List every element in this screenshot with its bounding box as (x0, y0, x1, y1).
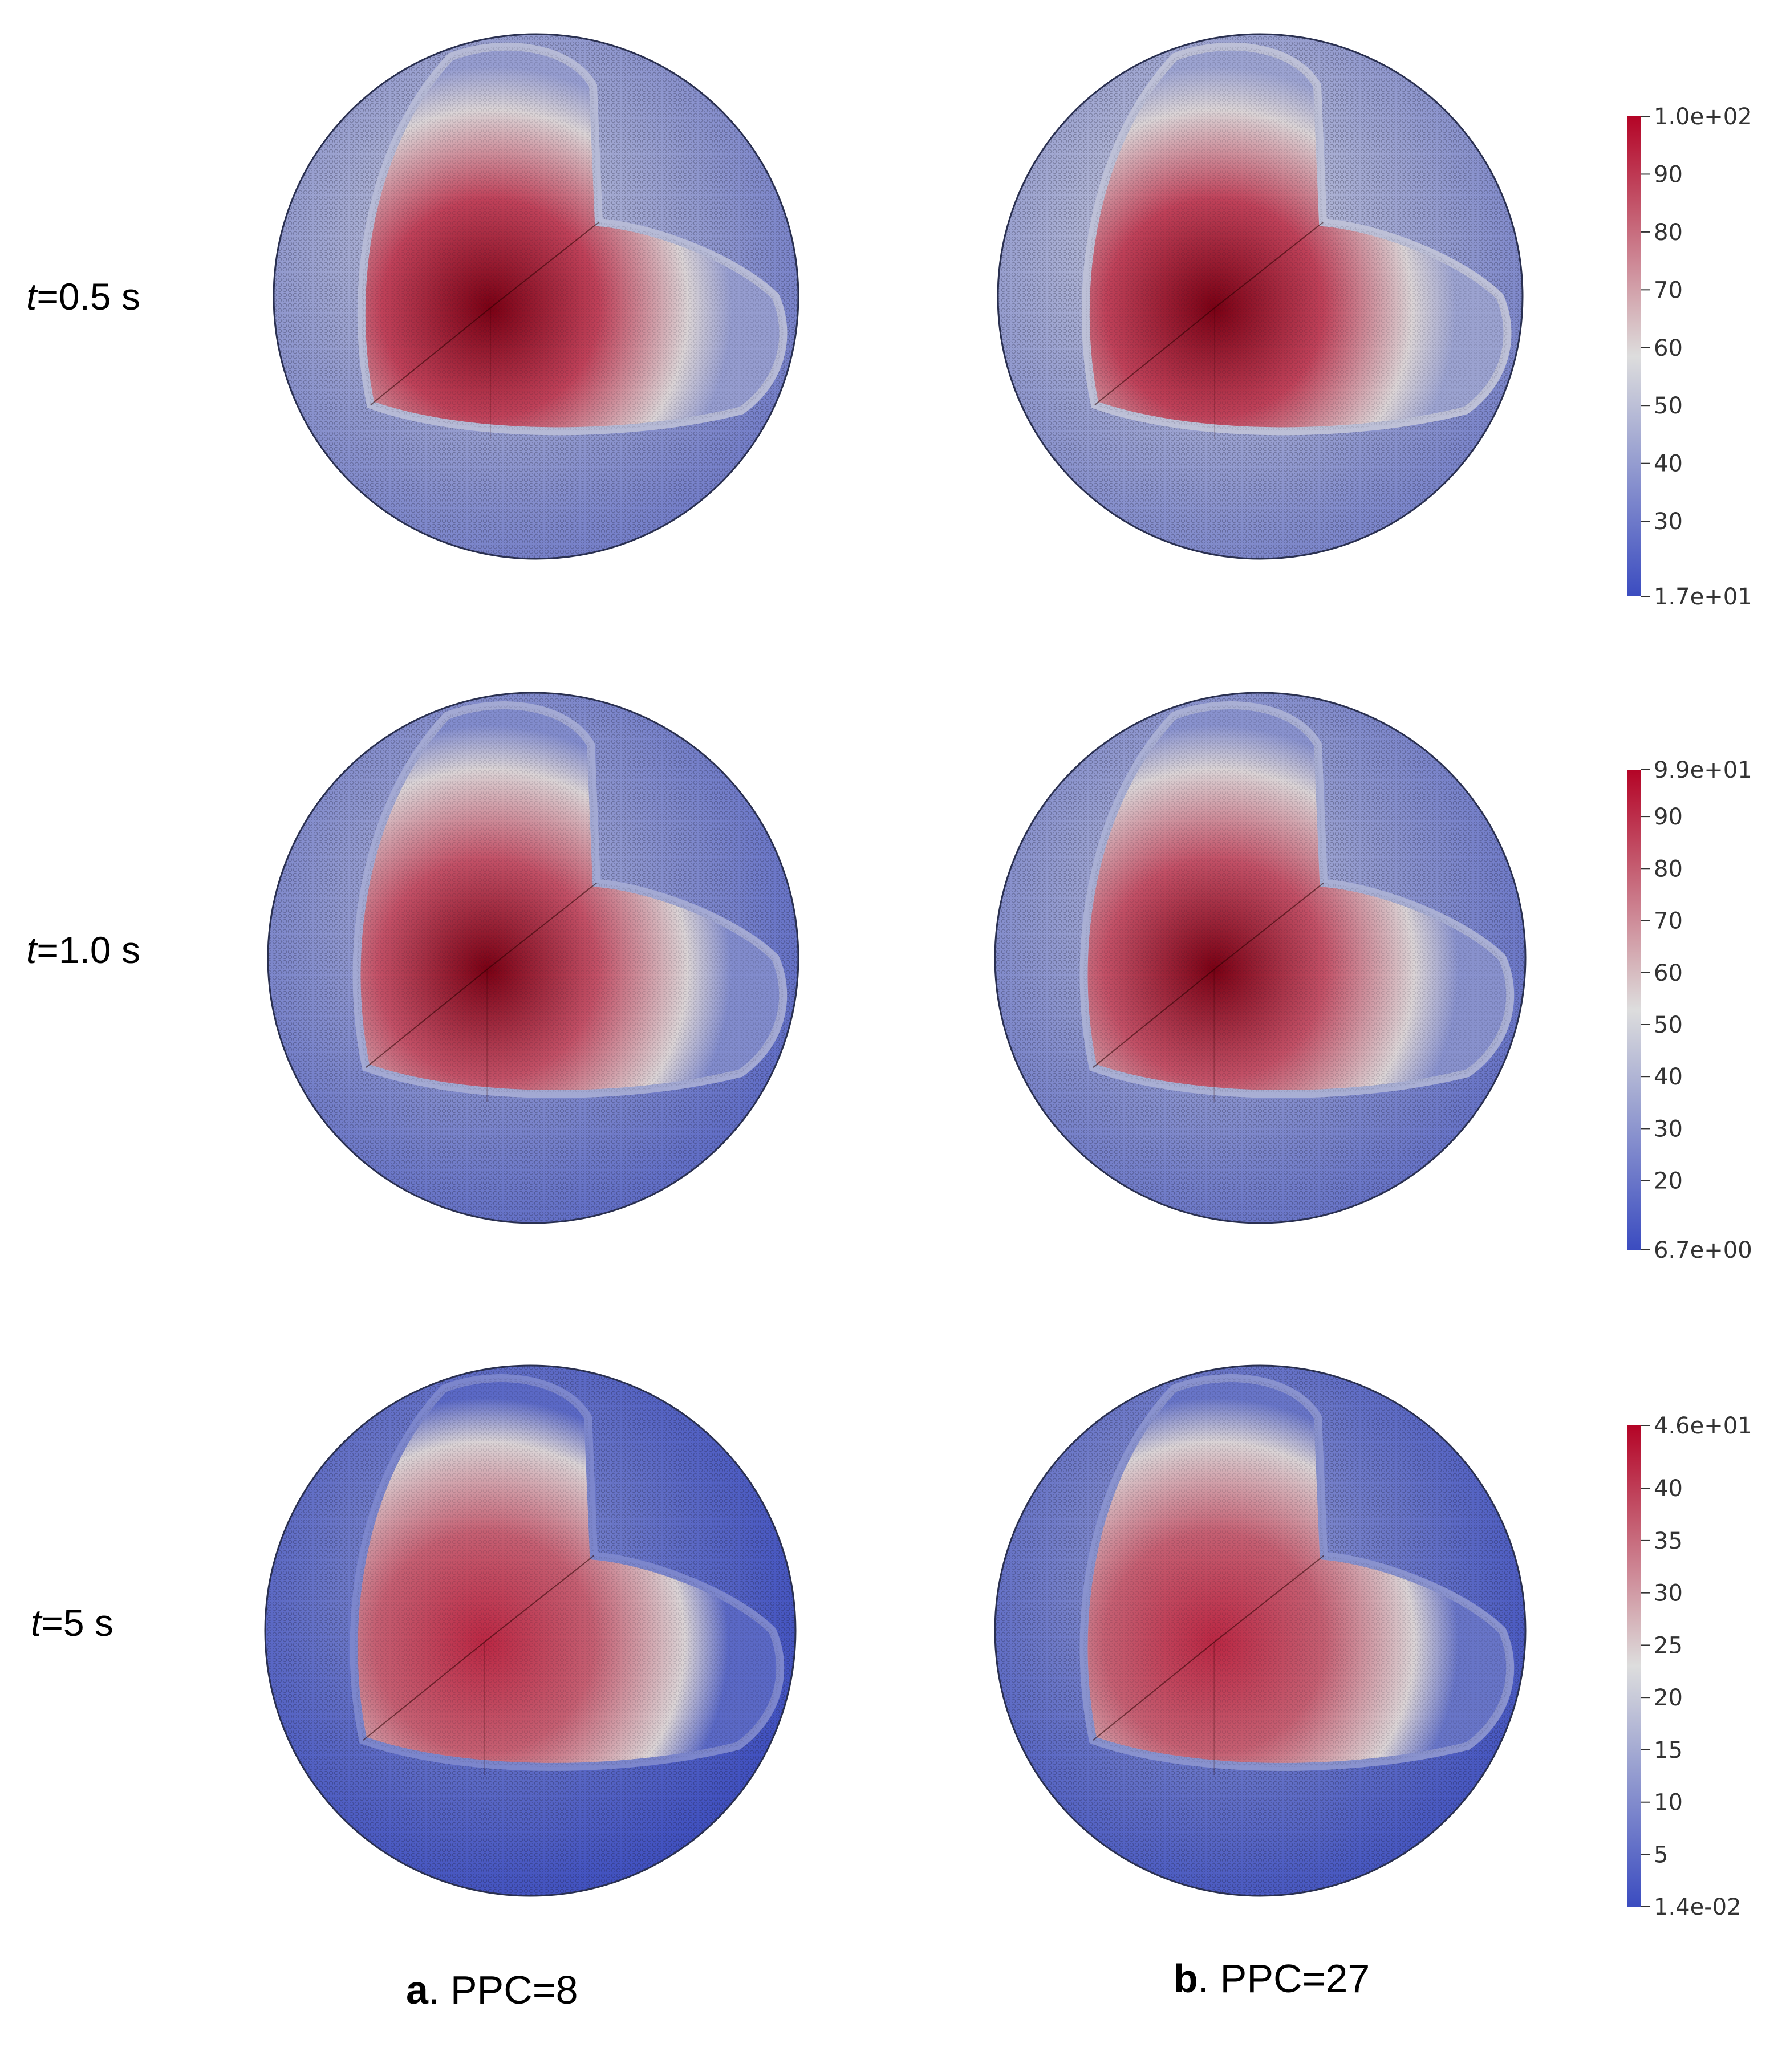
colorbar-tick-label: 80 (1654, 856, 1683, 882)
shell-outline (994, 692, 1527, 1224)
colorbar-gradient (1627, 116, 1641, 596)
time-value: =5 s (41, 1602, 113, 1644)
cut-face-particles (1083, 1378, 1511, 1767)
octant-edge (1214, 222, 1324, 308)
cut-face-particles (1083, 705, 1511, 1094)
colorbar-1: 9.9e+01 90 80 70 60 50 40 30 20 6.7e+00 (1627, 757, 1752, 1263)
colorbar-gradient (1627, 770, 1641, 1250)
octant-edge (370, 307, 491, 405)
octant-edge (486, 882, 597, 970)
colorbar-max-label: 1.0e+02 (1654, 104, 1752, 130)
shell-outline (994, 1364, 1527, 1897)
colorbar-tick-label: 30 (1654, 1581, 1683, 1607)
caption-text: . PPC=8 (428, 1968, 578, 2012)
cut-face-particles (354, 1378, 781, 1767)
colorbar-tick-label: 30 (1654, 509, 1683, 535)
colorbar-tick-label: 50 (1654, 1012, 1683, 1038)
sphere-panel-1-1 (994, 692, 1527, 1224)
colorbar-tick-label: 10 (1654, 1790, 1683, 1816)
colorbar-min-label: 1.7e+01 (1654, 584, 1752, 610)
colorbar-tick-label: 70 (1654, 277, 1683, 303)
colorbar-tick-label: 20 (1654, 1685, 1683, 1711)
colorbar-min-label: 6.7e+00 (1654, 1237, 1752, 1263)
colorbar-tick-label: 40 (1654, 1064, 1683, 1090)
colorbar-tick-label: 90 (1654, 804, 1683, 830)
time-variable: t (26, 929, 37, 971)
sphere-panel-1-0 (267, 692, 799, 1224)
octant-edge (1213, 1555, 1324, 1643)
caption-letter: a (406, 1968, 428, 2012)
row-label-0: t=0.5 s (26, 275, 140, 318)
caption-letter: b (1174, 1956, 1198, 2001)
cut-face-particles (356, 705, 784, 1094)
octant-edge (1213, 882, 1324, 970)
colorbar-max-label: 9.9e+01 (1654, 757, 1752, 783)
octant-edge (1093, 969, 1215, 1068)
time-variable: t (31, 1602, 42, 1644)
caption-text: . PPC=27 (1198, 1956, 1370, 2001)
colorbar-tick-label: 15 (1654, 1737, 1683, 1764)
sphere-panel-2-0 (264, 1364, 797, 1897)
colorbar-tick-label: 40 (1654, 1476, 1683, 1502)
colorbar-tick-label: 25 (1654, 1632, 1683, 1659)
colorbar-tick-label: 5 (1654, 1842, 1668, 1868)
colorbar-min-label: 1.4e-02 (1654, 1894, 1742, 1920)
shell-outline (273, 33, 799, 560)
time-value: =1.0 s (36, 929, 140, 971)
colorbar-tick-label: 20 (1654, 1168, 1683, 1195)
colorbar-tick-label: 80 (1654, 220, 1683, 246)
column-caption-a: a. PPC=8 (406, 1967, 578, 2013)
colorbar-gradient (1627, 1425, 1641, 1907)
octant-edge (490, 222, 599, 308)
shell-outline (264, 1364, 797, 1897)
colorbar-tick-label: 35 (1654, 1528, 1683, 1554)
colorbar-0: 1.0e+02 90 80 70 60 50 40 30 1.7e+01 (1627, 104, 1752, 610)
time-value: =0.5 s (36, 275, 140, 318)
colorbar-tick-label: 30 (1654, 1116, 1683, 1142)
octant-edge (1093, 1642, 1215, 1741)
octant-edge (366, 969, 488, 1068)
colorbar-tick-label: 90 (1654, 161, 1683, 188)
colorbar-tick-label: 40 (1654, 451, 1683, 477)
row-label-1: t=1.0 s (26, 928, 140, 972)
time-variable: t (26, 275, 37, 318)
octant-edge (363, 1642, 485, 1741)
shell-outline (267, 692, 799, 1224)
shell-outline (997, 33, 1524, 560)
sphere-panel-0-1 (997, 33, 1524, 560)
column-caption-b: b. PPC=27 (1174, 1956, 1370, 2001)
colorbar-tick-label: 50 (1654, 393, 1683, 419)
row-label-2: t=5 s (31, 1601, 113, 1644)
cut-face-particles (361, 46, 784, 432)
colorbar-tick-label: 60 (1654, 960, 1683, 986)
colorbar-2: 4.6e+01 40 35 30 25 20 15 10 5 1.4e-02 (1627, 1413, 1752, 1920)
colorbar-tick-label: 60 (1654, 335, 1683, 361)
cut-face-particles (1085, 46, 1508, 432)
sphere-panel-0-0 (273, 33, 799, 560)
sphere-panel-2-1 (994, 1364, 1527, 1897)
colorbar-tick-label: 70 (1654, 908, 1683, 935)
colorbar-max-label: 4.6e+01 (1654, 1413, 1752, 1439)
octant-edge (1094, 307, 1215, 405)
octant-edge (484, 1555, 594, 1643)
